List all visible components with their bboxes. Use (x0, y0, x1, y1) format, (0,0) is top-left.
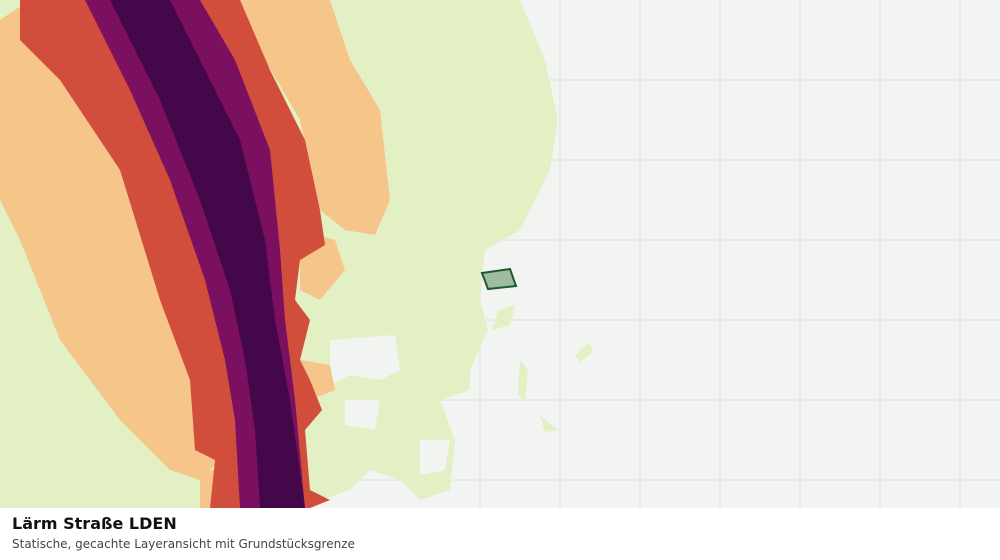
noise-zone-70 (110, 0, 305, 508)
parcel-boundary[interactable] (480, 267, 518, 291)
layer-subtitle: Statische, gecachte Layeransicht mit Gru… (12, 537, 355, 551)
layer-title: Lärm Straße LDEN (12, 514, 177, 533)
noise-zone-55 (0, 0, 230, 480)
noise-zone-55-east (230, 0, 390, 235)
legend-panel: Lärm Straße LDEN Statische, gecachte Lay… (0, 508, 1000, 560)
noise-zone-low-patch (492, 305, 593, 432)
unmapped-area (330, 335, 450, 475)
